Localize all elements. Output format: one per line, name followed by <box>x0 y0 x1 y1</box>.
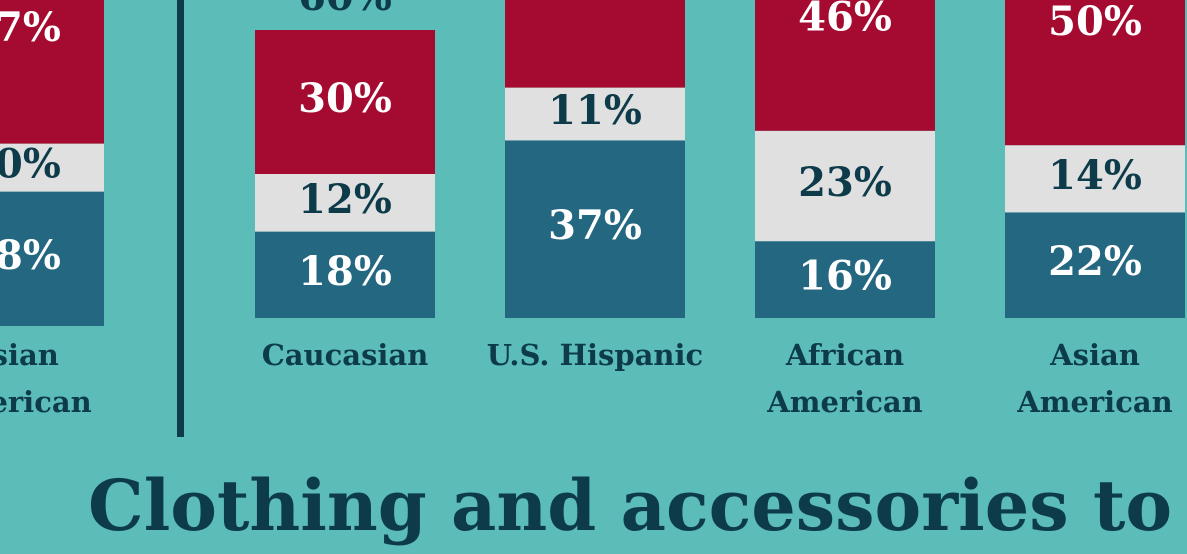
bar-segment <box>1005 212 1185 318</box>
value-label: 37% <box>548 202 642 249</box>
bar-segment <box>0 0 104 144</box>
divider <box>177 0 184 437</box>
category-label: Asian <box>1049 338 1140 372</box>
bar-segment <box>1005 0 1185 146</box>
category-label: American <box>766 385 922 419</box>
total-label: 60% <box>298 0 392 20</box>
value-label: 30% <box>298 75 392 122</box>
category-label: American <box>0 385 92 419</box>
value-label: 42% <box>548 0 642 7</box>
value-label: 28% <box>0 232 61 279</box>
value-label: 14% <box>1048 152 1142 199</box>
bar-segment <box>255 174 435 232</box>
value-label: 16% <box>798 253 892 300</box>
bar-segment <box>755 0 935 131</box>
bar-segment <box>755 130 935 242</box>
bar-segment <box>755 241 935 318</box>
category-label: U.S. Hispanic <box>487 338 703 372</box>
bar-segment <box>1005 145 1185 213</box>
bar-segment <box>505 140 685 318</box>
title: Clothing and accessories to <box>88 464 1172 547</box>
value-label: 12% <box>298 176 392 223</box>
bar-segment <box>0 143 104 192</box>
category-label: African <box>785 338 904 372</box>
value-label: 10% <box>0 141 61 188</box>
value-label: 22% <box>1048 238 1142 285</box>
value-label: 46% <box>798 0 892 40</box>
bar-segment <box>255 30 435 174</box>
bar-segment <box>0 191 104 326</box>
category-label: American <box>1016 385 1172 419</box>
value-label: 23% <box>798 159 892 206</box>
bar-segment <box>255 231 435 318</box>
category-label: Caucasian <box>262 338 429 372</box>
value-label: 50% <box>1048 0 1142 45</box>
value-label: 18% <box>298 248 392 295</box>
value-label: 47% <box>0 4 61 51</box>
category-label: Asian <box>0 338 59 372</box>
value-label: 11% <box>548 87 642 134</box>
bar-segment <box>505 0 685 88</box>
bar-segment <box>505 87 685 141</box>
